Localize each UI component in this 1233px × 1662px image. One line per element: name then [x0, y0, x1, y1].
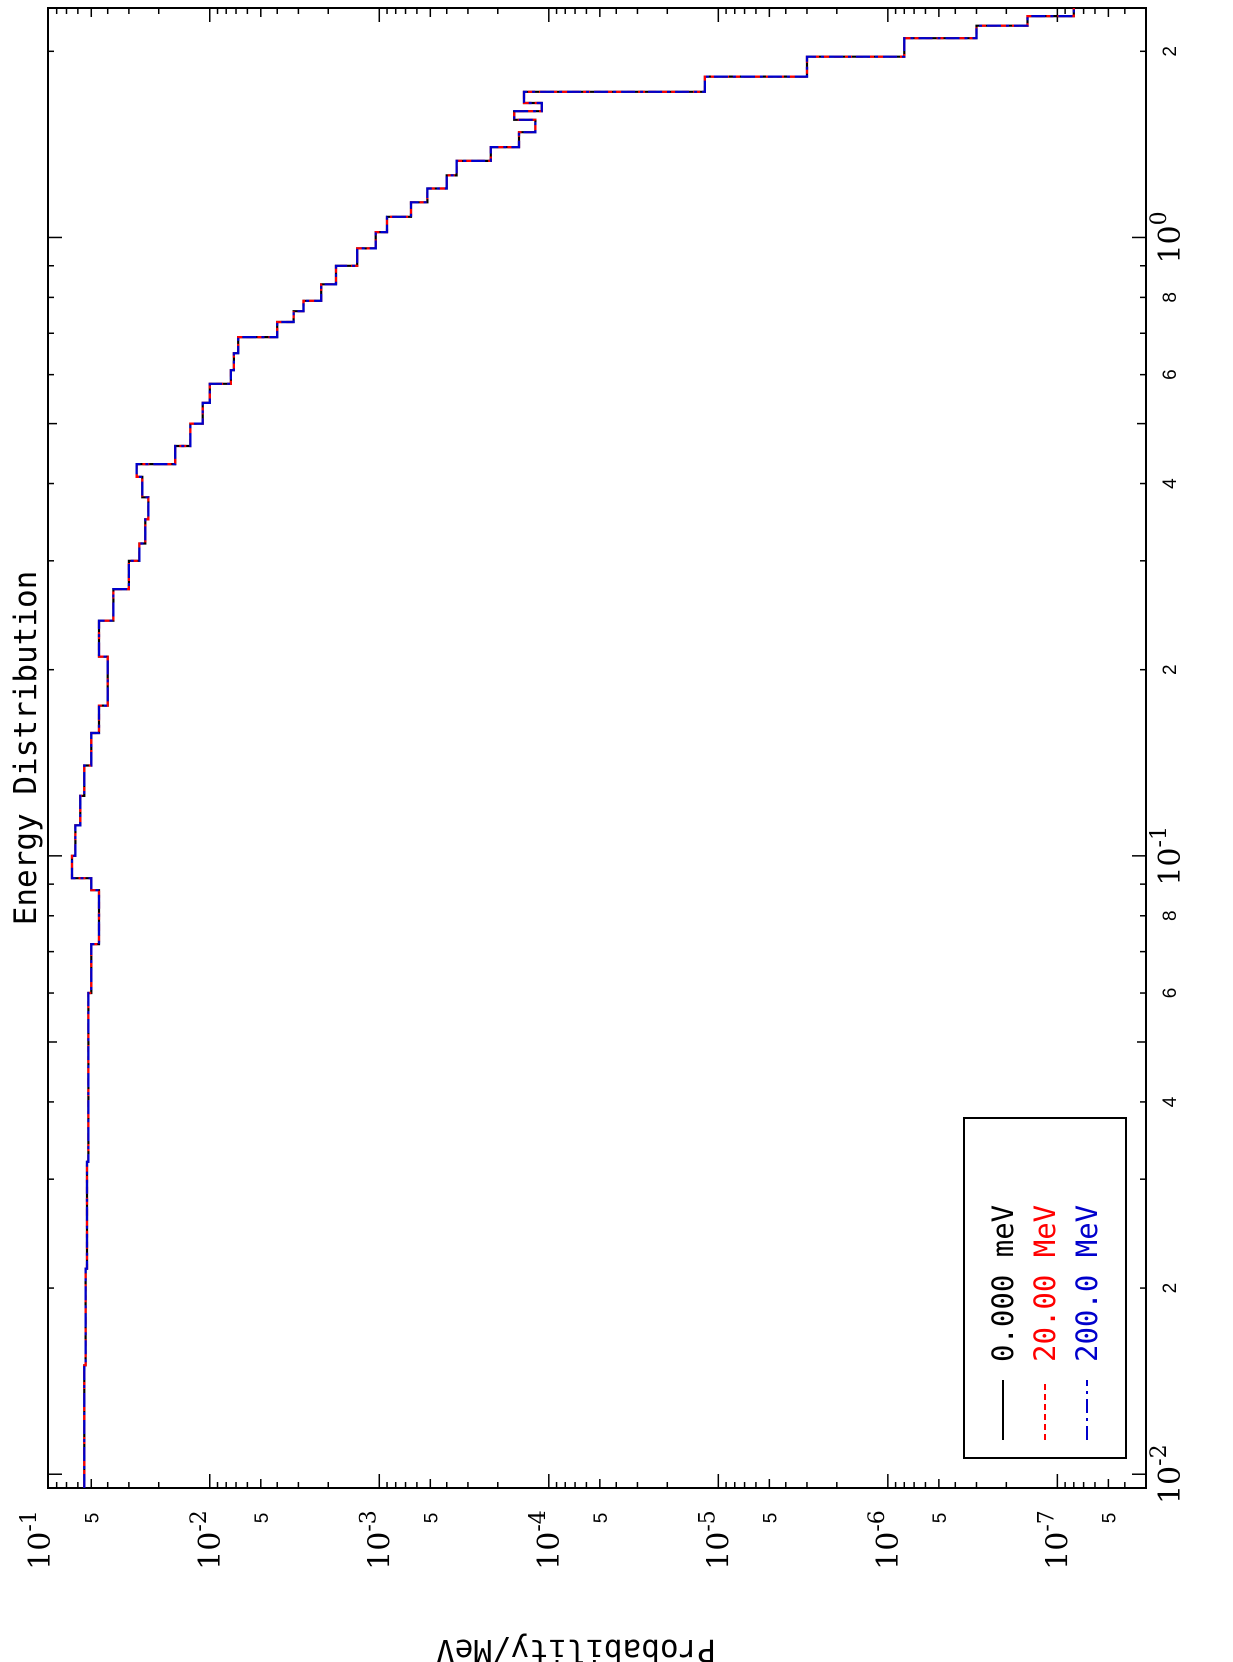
series-line-1	[70, 8, 1075, 1488]
x-tick-label: 2	[1160, 46, 1181, 57]
x-tick-label: 4	[1160, 1096, 1181, 1107]
y-tick-label: 5	[760, 1513, 781, 1524]
y-tick-label: 10-4	[526, 1510, 567, 1570]
series-line-0	[70, 8, 1075, 1488]
chart-title: Energy Distribution	[8, 571, 44, 926]
y-tick-label: 10-1	[17, 1510, 58, 1570]
x-tick-label: 10-1	[1147, 826, 1188, 886]
x-tick-label: 2	[1160, 664, 1181, 675]
legend-label-1: 20.00 MeV	[1028, 1205, 1062, 1362]
x-tick-label: 10-2	[1147, 1444, 1188, 1504]
series-line-2	[70, 8, 1075, 1488]
x-tick-label: 6	[1160, 988, 1181, 999]
legend-box	[963, 1117, 1127, 1459]
x-tick-label: 100	[1147, 211, 1188, 263]
y-tick-label: 10-7	[1034, 1510, 1075, 1570]
y-axis-label: Probability/MeV	[436, 1632, 716, 1662]
y-tick-label: 5	[82, 1513, 103, 1524]
legend: 0.000 meV 20.00 MeV 200.0 MeV	[963, 1117, 1127, 1459]
y-tick-label: 5	[252, 1513, 273, 1524]
y-tick-label: 5	[1099, 1513, 1120, 1524]
y-tick-label: 10-5	[695, 1510, 736, 1570]
x-tick-label: 6	[1160, 369, 1181, 380]
y-tick-label: 10-3	[356, 1510, 397, 1570]
x-tick-label: 4	[1160, 478, 1181, 489]
y-tick-label: 5	[421, 1513, 442, 1524]
y-tick-label: 5	[930, 1513, 951, 1524]
y-tick-label: 10-6	[865, 1510, 906, 1570]
x-tick-label: 2	[1160, 1283, 1181, 1294]
series-lines	[70, 8, 1075, 1488]
x-tick-label: 8	[1160, 910, 1181, 921]
legend-label-2: 200.0 MeV	[1070, 1205, 1104, 1362]
legend-label-0: 0.000 meV	[986, 1205, 1020, 1362]
x-tick-label: 8	[1160, 292, 1181, 303]
tick-marks	[47, 8, 1147, 1488]
tick-labels: 10-2 2 4 6 8 10-1 2 4 6 8 100 2 10-1 5 10-2 5 10-3 5 10-4 5…	[17, 46, 1188, 1570]
y-tick-label: 5	[591, 1513, 612, 1524]
y-tick-label: 10-2	[187, 1510, 228, 1570]
plot-frame	[47, 7, 1147, 1489]
